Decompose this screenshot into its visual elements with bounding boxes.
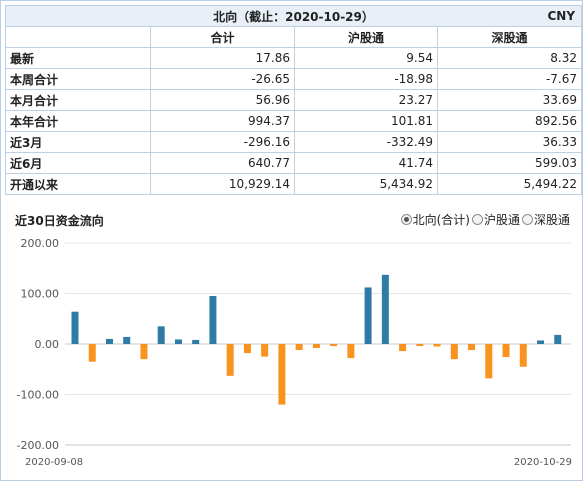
row-label: 近3月	[5, 131, 151, 153]
flow-bar	[330, 344, 338, 347]
flow-bar	[485, 344, 493, 379]
table-row: 开通以来 10,929.14 5,434.92 5,494.22	[5, 173, 583, 195]
table-row: 最新 17.86 9.54 8.32	[5, 47, 583, 69]
flow-bar	[105, 338, 113, 344]
radio-selected-icon[interactable]	[400, 214, 412, 225]
x-end-label: 2020-10-29	[514, 457, 572, 468]
row-value: 892.56	[436, 110, 583, 132]
flow-bar	[192, 339, 200, 344]
radio-northbound-total[interactable]: 北向(合计)	[400, 211, 470, 228]
radio-label: 沪股通	[483, 213, 520, 227]
currency-label: CNY	[547, 9, 576, 23]
x-start-label: 2020-09-08	[25, 457, 83, 468]
flow-bar	[502, 344, 510, 358]
row-value: 56.96	[150, 89, 295, 111]
row-value: 33.69	[436, 89, 583, 111]
flow-bar	[140, 344, 148, 360]
flow-bar	[174, 339, 182, 344]
y-tick-label: 200.00	[21, 237, 60, 250]
row-value: 101.81	[294, 110, 438, 132]
row-value: 599.03	[436, 152, 583, 174]
row-label: 本年合计	[5, 110, 151, 132]
radio-shanghai[interactable]: 沪股通	[471, 211, 520, 228]
flow-bar	[243, 344, 251, 354]
radio-label: 深股通	[533, 213, 570, 227]
flow-bar	[381, 274, 389, 344]
row-value: -26.65	[150, 68, 295, 90]
table-row: 近3月 -296.16 -332.49 36.33	[5, 131, 583, 153]
series-radio-group: 北向(合计) 沪股通 深股通	[400, 211, 570, 228]
row-value: -7.67	[436, 68, 583, 90]
flow-bar	[450, 344, 458, 360]
flow-bar	[399, 344, 407, 352]
table-title-row: 北向（截止：2020-10-29） CNY	[4, 5, 583, 27]
flow-bar	[226, 344, 234, 376]
row-label: 本月合计	[5, 89, 151, 111]
flow-bar	[519, 344, 527, 367]
table-row: 本月合计 56.96 23.27 33.69	[5, 89, 583, 111]
flow-bar	[88, 344, 96, 362]
flow-bar	[278, 344, 286, 405]
table-title: 北向（截止：2020-10-29）	[213, 9, 374, 24]
row-value: 994.37	[150, 110, 295, 132]
flow-bar	[364, 287, 372, 344]
flow-bar	[71, 311, 79, 344]
row-value: 17.86	[150, 47, 295, 69]
header-shanghai: 沪股通	[294, 26, 438, 48]
row-value: 5,434.92	[294, 173, 438, 195]
flow-bar	[209, 296, 217, 344]
header-shenzhen: 深股通	[436, 26, 583, 48]
radio-unselected-icon[interactable]	[521, 214, 533, 225]
flow-bar	[312, 344, 320, 349]
y-tick-label: 100.00	[21, 288, 60, 301]
flow-bar-chart: 200.00 100.00 0.00 -100.00 -200.00 2020-09-08…	[17, 237, 572, 468]
row-value: 640.77	[150, 152, 295, 174]
row-value: -18.98	[294, 68, 438, 90]
table-row: 本年合计 994.37 101.81 892.56	[5, 110, 583, 132]
row-value: 8.32	[436, 47, 583, 69]
row-value: -332.49	[294, 131, 438, 153]
row-value: -296.16	[150, 131, 295, 153]
row-value: 9.54	[294, 47, 438, 69]
table-row: 近6月 640.77 41.74 599.03	[5, 152, 583, 174]
y-tick-label: -200.00	[17, 439, 59, 452]
flow-bar	[468, 344, 476, 351]
radio-shenzhen[interactable]: 深股通	[521, 211, 570, 228]
radio-label: 北向(合计)	[412, 213, 470, 227]
row-label: 近6月	[5, 152, 151, 174]
flow-bar	[416, 344, 424, 347]
capital-flow-table: 北向（截止：2020-10-29） CNY 合计 沪股通 深股通 最新 17.86…	[4, 5, 583, 195]
header-total: 合计	[150, 26, 295, 48]
flow-bar	[537, 340, 545, 344]
row-label: 本周合计	[5, 68, 151, 90]
flow-bar	[261, 344, 269, 357]
row-value: 36.33	[436, 131, 583, 153]
row-value: 41.74	[294, 152, 438, 174]
row-value: 10,929.14	[150, 173, 295, 195]
flow-bar	[123, 336, 131, 344]
y-tick-label: 0.00	[35, 338, 60, 351]
table-header-row: 合计 沪股通 深股通	[5, 26, 583, 48]
row-label: 最新	[5, 47, 151, 69]
flow-bar	[433, 344, 441, 347]
flow-bar	[347, 344, 355, 359]
row-label: 开通以来	[5, 173, 151, 195]
y-tick-label: -100.00	[17, 389, 59, 402]
table-title-cell: 北向（截止：2020-10-29） CNY	[4, 5, 583, 27]
flow-bar	[554, 334, 562, 344]
header-empty	[5, 26, 151, 48]
row-value: 23.27	[294, 89, 438, 111]
flow-bar	[295, 344, 303, 351]
chart-title: 近30日资金流向	[15, 214, 104, 228]
row-value: 5,494.22	[436, 173, 583, 195]
radio-unselected-icon[interactable]	[471, 214, 483, 225]
table-row: 本周合计 -26.65 -18.98 -7.67	[5, 68, 583, 90]
flow-bar	[157, 326, 165, 344]
